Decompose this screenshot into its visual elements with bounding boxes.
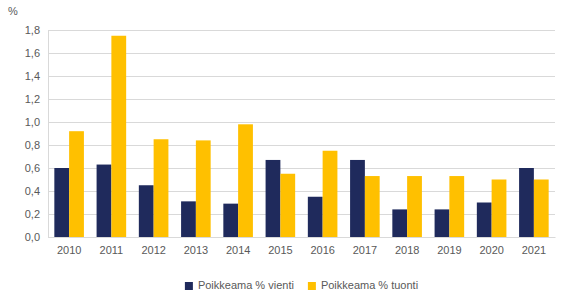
- x-tick-label: 2012: [141, 244, 165, 256]
- y-tick-label: 1,6: [25, 47, 40, 59]
- y-axis-title: %: [8, 5, 18, 17]
- bar: [69, 131, 84, 237]
- y-tick: 1,2: [25, 93, 48, 105]
- x-tick: 2010: [57, 237, 81, 256]
- y-tick-label: 1,8: [25, 24, 40, 36]
- bar: [392, 209, 407, 237]
- y-tick: 0,0: [25, 231, 48, 243]
- legend-label: Poikkeama % tuonti: [321, 279, 418, 291]
- bar: [154, 139, 169, 237]
- bar: [435, 209, 450, 237]
- bars: [54, 36, 548, 237]
- x-tick-label: 2019: [437, 244, 461, 256]
- bar: [308, 197, 323, 237]
- legend-swatch: [308, 282, 316, 290]
- x-tick: 2013: [184, 237, 208, 256]
- x-tick: 2016: [310, 237, 334, 256]
- plot-area: 0,00,20,40,60,81,01,21,41,61,82010201120…: [25, 24, 556, 256]
- bar: [139, 185, 154, 237]
- bar: [407, 176, 422, 237]
- grid: [48, 31, 555, 238]
- x-tick-label: 2011: [100, 244, 124, 256]
- y-tick: 1,6: [25, 47, 48, 59]
- y-tick-label: 0,2: [25, 208, 40, 220]
- y-tick-label: 1,2: [25, 93, 40, 105]
- bar-series: [54, 160, 534, 237]
- x-axis: 2010 2011 2012 2013 2014 2015 2016 2017 2018 2019…: [49, 237, 556, 256]
- grid-line: [48, 237, 555, 238]
- x-tick-label: 2016: [310, 244, 334, 256]
- x-tick-label: 2021: [522, 244, 546, 256]
- x-tick-label: 2014: [226, 244, 250, 256]
- legend-item: Poikkeama % tuonti: [308, 279, 418, 291]
- chart: 0,00,20,40,60,81,01,21,41,61,82010201120…: [0, 0, 568, 303]
- y-tick: 1,8: [25, 24, 48, 36]
- bar: [477, 203, 492, 238]
- bar: [111, 36, 126, 237]
- x-tick-label: 2010: [57, 244, 81, 256]
- bar: [223, 204, 238, 237]
- x-tick: 2014: [226, 237, 250, 256]
- y-tick-label: 0,4: [25, 185, 40, 197]
- x-tick: 2020: [479, 237, 503, 256]
- y-tick-label: 0,6: [25, 162, 40, 174]
- legend: Poikkeama % vienti Poikkeama % tuonti: [185, 279, 418, 291]
- x-tick: 2021: [522, 237, 546, 256]
- bar: [350, 160, 365, 237]
- x-tick: 2015: [268, 237, 292, 256]
- y-tick: 0,6: [25, 162, 48, 174]
- y-tick: 1,0: [25, 116, 48, 128]
- x-tick-label: 2017: [353, 244, 377, 256]
- y-tick-label: 0,8: [25, 139, 40, 151]
- bar: [534, 180, 549, 238]
- y-axis: 0,0 0,2 0,4 0,6 0,8 1,0 1,2 1,4 1,6 1,8: [25, 24, 49, 243]
- bar: [492, 180, 507, 238]
- bar: [365, 176, 380, 237]
- x-tick: 2018: [395, 237, 419, 256]
- bar: [97, 165, 112, 237]
- y-axis-line: [48, 31, 49, 238]
- bar: [266, 160, 281, 237]
- bar: [280, 174, 295, 237]
- y-tick-label: 1,0: [25, 116, 40, 128]
- legend-label: Poikkeama % vienti: [198, 279, 294, 291]
- y-tick: 0,2: [25, 208, 48, 220]
- bar: [519, 168, 534, 237]
- x-axis-line: [49, 237, 556, 238]
- bar: [323, 151, 338, 237]
- x-tick: 2011: [100, 237, 124, 256]
- bar: [238, 124, 253, 237]
- y-tick: 0,4: [25, 185, 48, 197]
- bar: [181, 201, 196, 237]
- x-tick-label: 2020: [479, 244, 503, 256]
- x-tick-label: 2013: [184, 244, 208, 256]
- y-tick: 1,4: [25, 70, 48, 82]
- legend-swatch: [185, 282, 193, 290]
- y-tick-label: 0,0: [25, 231, 40, 243]
- x-tick: 2017: [353, 237, 377, 256]
- x-tick: 2019: [437, 237, 461, 256]
- x-tick-label: 2015: [268, 244, 292, 256]
- legend-item: Poikkeama % vienti: [185, 279, 294, 291]
- bar-series: [69, 36, 549, 237]
- x-tick-label: 2018: [395, 244, 419, 256]
- y-tick: 0,8: [25, 139, 48, 151]
- grid-line: [48, 30, 555, 31]
- bar: [449, 176, 464, 237]
- x-tick: 2012: [141, 237, 165, 256]
- bar: [54, 168, 69, 237]
- y-tick-label: 1,4: [25, 70, 40, 82]
- bar: [196, 140, 211, 237]
